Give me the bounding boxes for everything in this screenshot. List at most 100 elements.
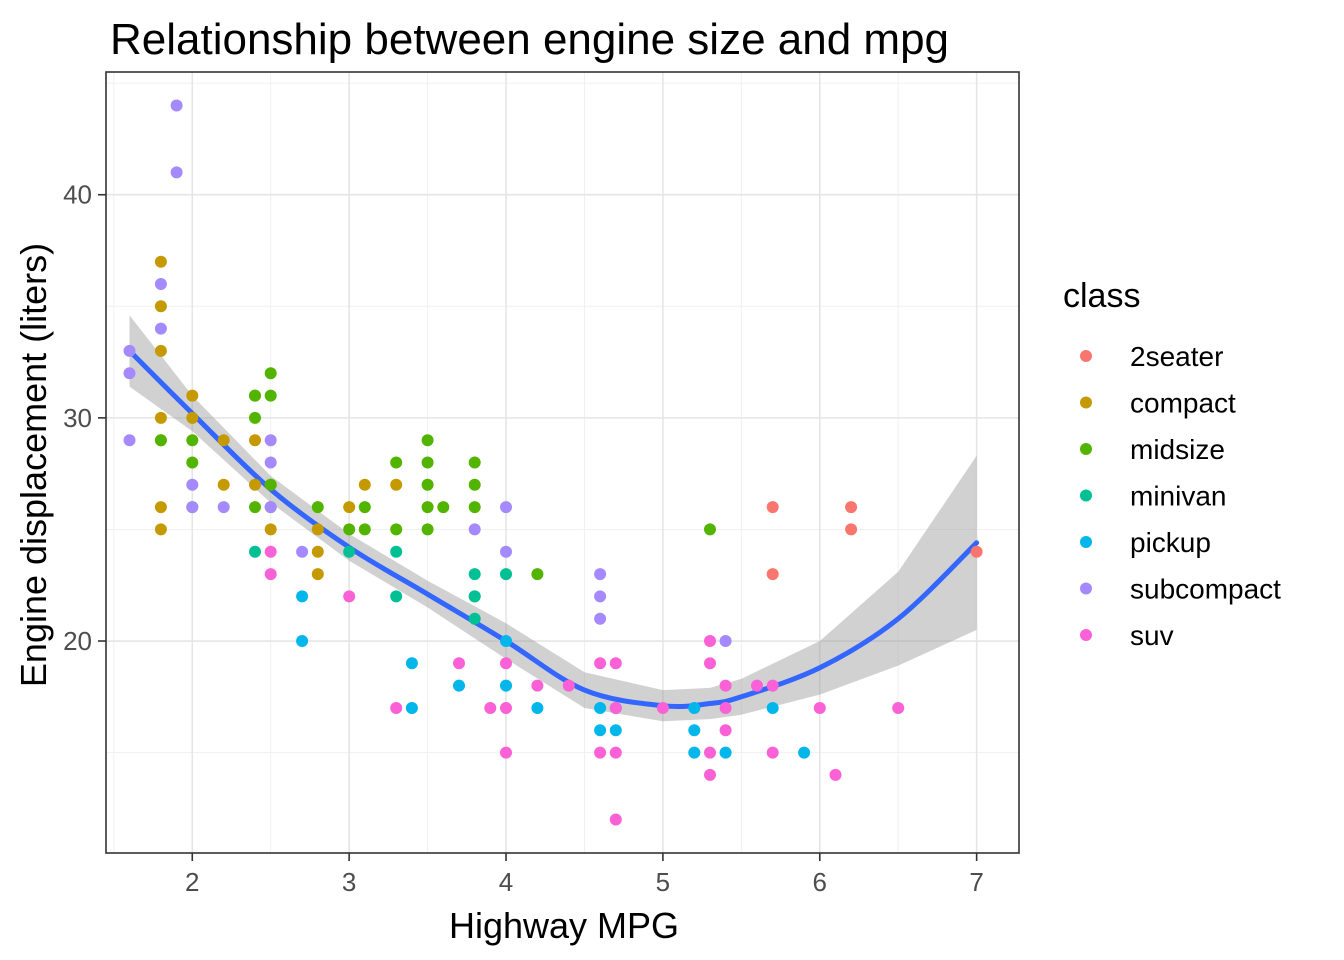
point-midsize [311,501,324,514]
point-2seater [766,568,779,581]
point-pickup [719,746,732,759]
legend: class 2seater compact midsize minivan pickup… [1063,277,1281,651]
y-tick-label: 30 [63,403,92,433]
point-subcompact [264,456,277,469]
point-midsize [358,501,371,514]
point-pickup [594,702,607,714]
legend-label-compact: compact [1130,388,1236,419]
point-pickup [500,635,512,647]
x-tick-label: 3 [342,867,356,897]
point-pickup [798,746,811,759]
point-midsize [421,501,434,514]
point-suv [500,657,512,670]
point-subcompact [500,501,512,514]
point-2seater [845,501,858,514]
point-pickup [688,702,701,714]
point-suv [343,590,356,603]
point-suv [751,679,763,692]
point-suv [892,702,905,714]
point-subcompact [296,545,309,558]
point-midsize [704,523,716,536]
point-suv [656,702,669,714]
point-minivan [343,545,356,558]
point-midsize [264,367,277,380]
point-suv [531,679,544,692]
point-pickup [296,635,309,647]
point-midsize [390,456,403,469]
y-axis-title: Engine displacement (liters) [13,243,54,687]
point-2seater [970,545,983,558]
chart-title: Relationship between engine size and mpg [110,15,949,64]
point-midsize [249,501,261,514]
point-compact [154,411,167,424]
y-tick-label: 20 [63,626,92,656]
point-midsize [154,434,167,447]
point-suv [704,635,716,647]
point-compact [311,568,324,581]
point-compact [311,523,324,536]
points-layer [123,99,983,826]
point-compact [249,478,261,491]
point-subcompact [170,99,183,112]
point-suv [453,657,465,670]
point-subcompact [594,612,607,625]
point-suv [594,657,607,670]
point-midsize [343,523,356,536]
point-pickup [453,679,465,692]
x-tick-label: 7 [969,867,983,897]
point-compact [311,545,324,558]
point-pickup [296,590,309,603]
point-subcompact [719,635,732,647]
point-subcompact [594,568,607,581]
legend-key-minivan [1080,489,1092,502]
point-compact [358,478,371,491]
point-suv [609,746,622,759]
point-subcompact [123,367,136,380]
point-suv [500,702,512,714]
point-subcompact [264,434,277,447]
point-suv [264,568,277,581]
point-minivan [390,545,403,558]
legend-label-midsize: midsize [1130,434,1225,465]
x-axis-title: Highway MPG [449,905,679,946]
point-minivan [468,612,481,625]
x-tick-label: 4 [499,867,513,897]
point-compact [154,501,167,514]
point-midsize [531,568,544,581]
point-minivan [249,545,261,558]
point-pickup [405,702,418,714]
point-2seater [845,523,858,536]
point-subcompact [217,501,230,514]
point-suv [562,679,575,692]
point-suv [829,768,842,781]
point-compact [186,389,199,402]
point-midsize [264,389,277,402]
point-midsize [249,389,261,402]
point-pickup [609,724,622,737]
point-suv [719,702,732,714]
point-compact [154,300,167,313]
point-suv [264,545,277,558]
point-subcompact [123,344,136,357]
legend-key-compact [1080,396,1092,409]
point-midsize [421,434,434,447]
point-midsize [421,456,434,469]
point-midsize [186,456,199,469]
x-tick-label: 5 [656,867,670,897]
point-minivan [468,568,481,581]
point-compact [186,411,199,424]
point-compact [217,434,230,447]
point-pickup [688,724,701,737]
point-suv [609,813,622,826]
point-pickup [688,746,701,759]
point-subcompact [186,501,199,514]
legend-label-minivan: minivan [1130,481,1226,512]
legend-key-suv [1080,629,1092,641]
point-minivan [500,568,512,581]
point-compact [264,523,277,536]
point-midsize [186,434,199,447]
y-tick-label: 40 [63,180,92,210]
point-subcompact [186,478,199,491]
point-compact [217,478,230,491]
